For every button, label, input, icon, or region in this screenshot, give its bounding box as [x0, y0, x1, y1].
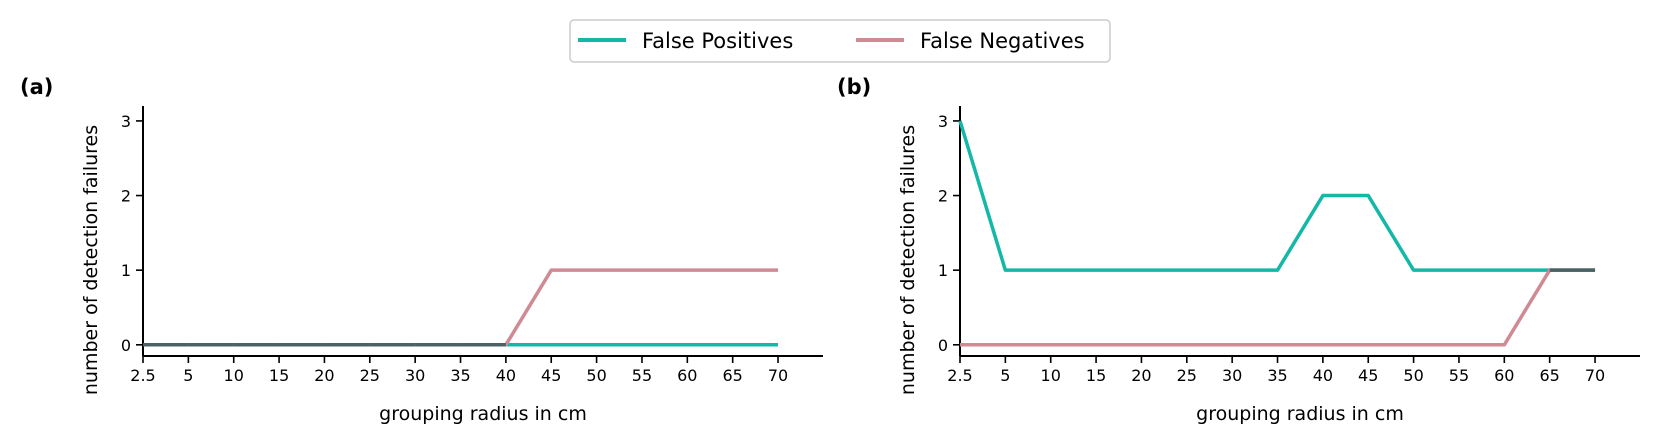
- x-tick-label: 40: [1313, 366, 1333, 385]
- chart-panel-b: (b) number of detection failures groupin…: [837, 75, 1640, 425]
- series-line-false-negatives: [960, 268, 1596, 347]
- x-tick-label: 20: [314, 366, 334, 385]
- series-line-false-positives: [958, 120, 1596, 272]
- x-tick-label: 5: [1000, 366, 1010, 385]
- y-axis-title: number of detection failures: [897, 125, 919, 395]
- legend-label-false-positives: False Positives: [642, 29, 793, 53]
- legend: False Positives False Negatives: [569, 19, 1111, 63]
- x-tick-label: 55: [1449, 366, 1469, 385]
- x-axis-title: grouping radius in cm: [379, 403, 587, 425]
- y-tick-label: 1: [938, 261, 948, 280]
- x-tick-label: 70: [768, 366, 788, 385]
- x-tick-label: 2.5: [947, 366, 972, 385]
- x-tick-label: 5: [183, 366, 193, 385]
- x-tick-label: 50: [586, 366, 606, 385]
- x-tick-label: 35: [1267, 366, 1287, 385]
- series-line-false-negatives: [143, 268, 779, 347]
- x-tick-label: 45: [1358, 366, 1378, 385]
- x-tick-label: 55: [632, 366, 652, 385]
- x-tick-label: 60: [677, 366, 697, 385]
- panel-label: (b): [837, 75, 871, 99]
- x-tick-label: 65: [1540, 366, 1560, 385]
- legend-label-false-negatives: False Negatives: [920, 29, 1085, 53]
- y-tick-label: 2: [938, 187, 948, 206]
- y-tick-label: 2: [121, 187, 131, 206]
- x-tick-label: 25: [1177, 366, 1197, 385]
- y-tick-label: 0: [938, 336, 948, 355]
- x-axis-title: grouping radius in cm: [1196, 403, 1404, 425]
- x-tick-label: 40: [496, 366, 516, 385]
- x-tick-label: 45: [541, 366, 561, 385]
- legend-frame: [569, 19, 1111, 63]
- x-tick-label: 30: [405, 366, 425, 385]
- x-tick-label: 60: [1494, 366, 1514, 385]
- y-tick-label: 3: [938, 112, 948, 131]
- x-tick-label: 25: [360, 366, 380, 385]
- x-tick-label: 70: [1585, 366, 1605, 385]
- x-tick-label: 15: [1086, 366, 1106, 385]
- y-tick-label: 0: [121, 336, 131, 355]
- x-tick-label: 35: [450, 366, 470, 385]
- x-tick-label: 15: [269, 366, 289, 385]
- x-tick-label: 2.5: [130, 366, 155, 385]
- y-axis-title: number of detection failures: [80, 125, 102, 395]
- x-tick-label: 10: [224, 366, 244, 385]
- y-tick-label: 3: [121, 112, 131, 131]
- x-tick-label: 65: [723, 366, 743, 385]
- x-tick-label: 10: [1041, 366, 1061, 385]
- x-tick-label: 20: [1131, 366, 1151, 385]
- y-tick-label: 1: [121, 261, 131, 280]
- x-tick-label: 30: [1222, 366, 1242, 385]
- chart-panel-a: (a) number of detection failures groupin…: [20, 75, 823, 425]
- panel-label: (a): [20, 75, 53, 99]
- x-tick-label: 50: [1403, 366, 1423, 385]
